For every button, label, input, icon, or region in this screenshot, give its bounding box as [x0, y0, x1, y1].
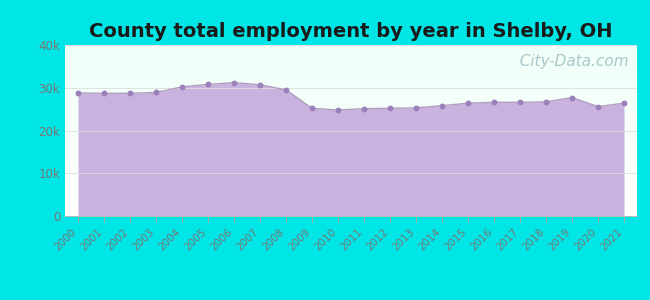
Point: [437, 103, 447, 108]
Point: [567, 95, 577, 100]
Point: [125, 91, 135, 96]
Point: [385, 106, 395, 111]
Point: [411, 105, 421, 110]
Point: [489, 100, 499, 105]
Point: [619, 101, 629, 106]
Point: [307, 106, 317, 111]
Point: [255, 82, 265, 87]
Point: [177, 85, 187, 89]
Point: [541, 100, 551, 104]
Point: [463, 101, 473, 106]
Point: [73, 91, 83, 95]
Point: [99, 91, 109, 96]
Point: [281, 88, 291, 92]
Point: [515, 100, 525, 105]
Point: [359, 106, 369, 111]
Point: [151, 90, 161, 95]
Title: County total employment by year in Shelby, OH: County total employment by year in Shelb…: [89, 22, 613, 41]
Point: [203, 82, 213, 87]
Point: [229, 80, 239, 85]
Point: [593, 104, 603, 109]
Point: [333, 108, 343, 112]
Text: City-Data.com: City-Data.com: [510, 53, 629, 69]
